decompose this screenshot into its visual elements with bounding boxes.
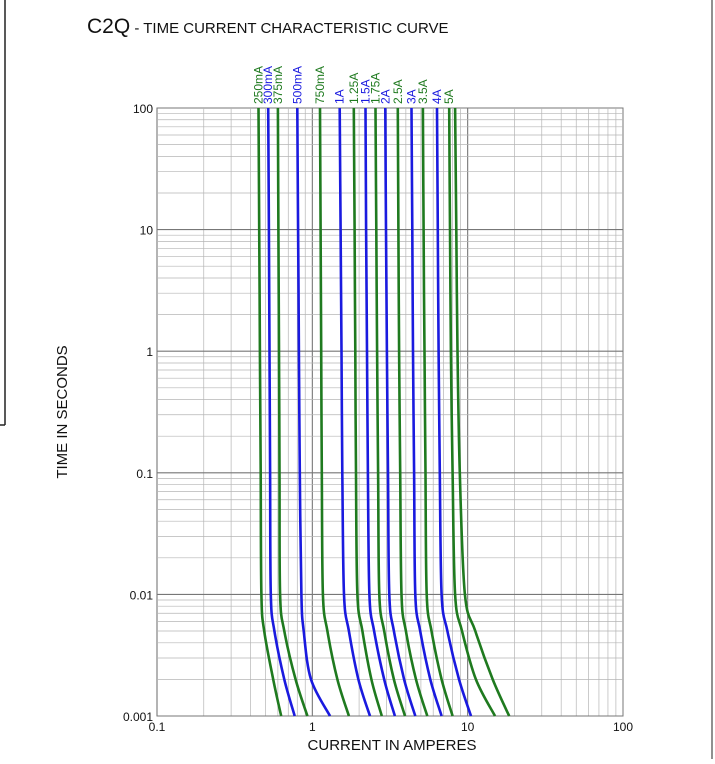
curve-label: 300mA xyxy=(261,66,275,104)
curve-label: 4A xyxy=(430,89,444,104)
curve-label: 3.5A xyxy=(416,79,430,104)
curve-label: 5A xyxy=(442,89,456,104)
curve-label: 2.5A xyxy=(391,79,405,104)
curve-label: 500mA xyxy=(290,66,304,104)
curve-label: 2A xyxy=(378,89,392,104)
curve-label: 1.25A xyxy=(347,73,361,104)
curve-label: 1.5A xyxy=(359,79,373,104)
chart-title-code: C2Q xyxy=(87,15,130,38)
plot-curves xyxy=(257,107,511,717)
curve-label: 1A xyxy=(333,89,347,104)
axis-ticks: 0.001 0.01 0.1 1 10 100 0.1 1 10 100 xyxy=(123,102,633,734)
y-tick-label: 10 xyxy=(140,224,154,238)
y-axis-label: TIME IN SECONDS xyxy=(54,345,71,478)
x-tick-label: 100 xyxy=(613,720,633,734)
curve-1-75A xyxy=(374,107,407,717)
plot-grid xyxy=(156,107,624,717)
x-axis-label: CURRENT IN AMPERES xyxy=(308,737,477,754)
curve-1-25A xyxy=(352,107,384,717)
chart-title: C2Q - TIME CURRENT CHARACTERISTIC CURVE xyxy=(87,15,449,38)
curve-label: 3A xyxy=(405,89,419,104)
y-tick-label: 0.1 xyxy=(136,467,153,481)
curve-4A xyxy=(435,107,473,717)
curve-unlabeled xyxy=(453,107,511,717)
x-tick-label: 0.1 xyxy=(149,720,166,734)
curve-1A xyxy=(338,107,372,717)
curve-label: 1.75A xyxy=(369,73,383,104)
curve-label: 750mA xyxy=(313,66,327,104)
curve-375mA xyxy=(276,107,309,717)
curve-label: 250mA xyxy=(252,66,266,104)
x-tick-label: 1 xyxy=(309,720,316,734)
curve-1-5A xyxy=(364,107,397,717)
curve-5A xyxy=(447,107,497,717)
curve-label: 375mA xyxy=(271,66,285,104)
plot-area xyxy=(156,107,624,717)
curve-300mA xyxy=(266,107,296,717)
x-tick-label: 10 xyxy=(461,720,475,734)
curve-250mA xyxy=(257,107,283,717)
curve-3-5A xyxy=(421,107,454,717)
curve-3A xyxy=(410,107,443,717)
curve-2-5A xyxy=(396,107,429,717)
curve-750mA xyxy=(318,107,351,717)
y-tick-label: 0.01 xyxy=(130,588,154,602)
curve-500mA xyxy=(296,107,332,717)
y-tick-label: 0.001 xyxy=(123,710,153,724)
chart-title-rest: - TIME CURRENT CHARACTERISTIC CURVE xyxy=(130,20,448,37)
y-tick-label: 100 xyxy=(133,102,153,116)
curve-2A xyxy=(384,107,417,717)
y-tick-label: 1 xyxy=(146,345,153,359)
